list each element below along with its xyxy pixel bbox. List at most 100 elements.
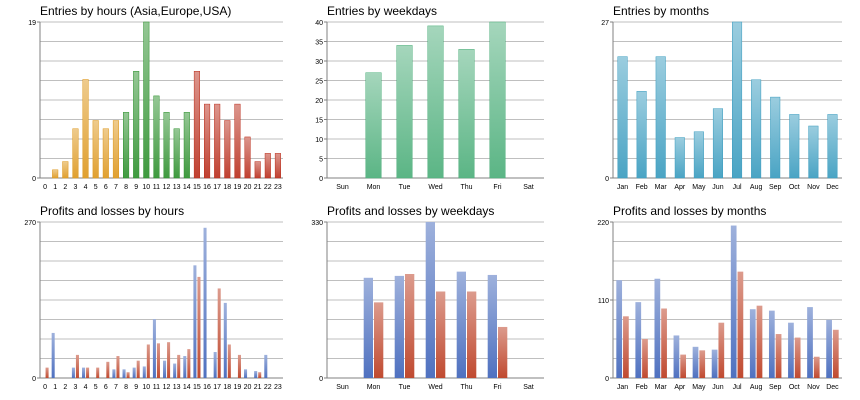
x-tick-label: Sun xyxy=(336,184,349,191)
loss-bar xyxy=(258,372,262,378)
x-tick-label: Mon xyxy=(367,184,381,191)
x-tick-label: Apr xyxy=(674,184,686,191)
x-tick-label: Wed xyxy=(428,184,442,191)
x-tick-label: Mar xyxy=(655,184,668,191)
x-tick-label: 7 xyxy=(114,384,118,391)
profit-bar xyxy=(71,367,75,378)
loss-bar xyxy=(813,356,820,378)
x-tick-label: 3 xyxy=(73,184,77,191)
loss-bar xyxy=(156,343,160,378)
entry-bar xyxy=(674,137,685,179)
x-tick-label: Sun xyxy=(336,384,349,391)
x-tick-label: 0 xyxy=(43,184,47,191)
loss-bar xyxy=(699,350,706,378)
chart-title: Entries by hours (Asia,Europe,USA) xyxy=(40,4,231,18)
bars xyxy=(363,222,508,378)
profit-bar xyxy=(142,366,146,378)
x-tick-label: Fri xyxy=(493,384,502,391)
x-tick-label: May xyxy=(692,184,706,191)
entry-bar xyxy=(732,21,743,179)
entry-bar xyxy=(617,56,628,179)
x-tick-label: 7 xyxy=(114,184,118,191)
x-tick-label: 12 xyxy=(163,384,171,391)
y-tick-label: 40 xyxy=(315,20,323,27)
entry-bar xyxy=(82,79,89,179)
profit-bar xyxy=(213,352,217,378)
chart-title: Profits and losses by months xyxy=(613,204,766,218)
loss-bar xyxy=(680,354,687,378)
x-tick-label: 16 xyxy=(203,384,211,391)
y-tick-label: 330 xyxy=(311,220,323,227)
entry-bar xyxy=(143,21,150,179)
x-tick-label: Jun xyxy=(712,184,723,191)
x-tick-label: Oct xyxy=(789,184,800,191)
x-tick-label: 14 xyxy=(183,184,191,191)
x-tick-label: 15 xyxy=(193,384,201,391)
entry-bar xyxy=(193,71,200,179)
x-tick-label: May xyxy=(692,384,706,391)
profit-bar xyxy=(768,310,775,378)
profit-bar xyxy=(173,363,177,378)
y-tick-label: 10 xyxy=(315,137,323,144)
entry-bar xyxy=(244,136,251,179)
x-tick-label: Tue xyxy=(399,184,411,191)
x-tick-label: Feb xyxy=(636,184,648,191)
entry-bar xyxy=(396,45,413,179)
grid xyxy=(40,221,283,379)
x-tick-label: Mar xyxy=(655,384,668,391)
entry-bar xyxy=(254,161,261,179)
loss-bar xyxy=(86,367,90,378)
x-tick-label: 6 xyxy=(104,384,108,391)
profit-bar xyxy=(749,309,756,378)
entry-bar xyxy=(102,128,109,179)
entry-bar xyxy=(751,79,762,179)
loss-bar xyxy=(45,367,49,378)
entry-bar xyxy=(636,91,647,179)
loss-bar xyxy=(642,339,648,378)
loss-bar xyxy=(498,326,508,378)
profit-bar xyxy=(51,332,55,378)
entry-bar xyxy=(153,95,160,179)
x-tick-label: 20 xyxy=(244,384,252,391)
y-tick-label: 0 xyxy=(319,176,323,183)
entry-bar xyxy=(274,153,281,179)
entry-bar xyxy=(133,71,140,179)
loss-bar xyxy=(217,288,221,378)
loss-bar xyxy=(167,342,171,378)
x-tick-label: 4 xyxy=(84,184,88,191)
profit-bar xyxy=(711,349,718,378)
entry-bar xyxy=(655,56,666,179)
profit-bar xyxy=(254,371,258,378)
profit-bar xyxy=(425,222,435,378)
profit-bar xyxy=(654,278,661,378)
y-tick-label: 25 xyxy=(315,79,323,86)
x-tick-label: 5 xyxy=(94,184,98,191)
x-tick-label: 12 xyxy=(163,184,171,191)
y-tick-label: 35 xyxy=(315,40,323,47)
grid xyxy=(613,221,842,379)
entry-bar xyxy=(173,128,180,179)
entry-bar xyxy=(234,103,241,179)
profit-bar xyxy=(82,367,86,378)
x-tick-label: Jul xyxy=(733,184,742,191)
loss-bar xyxy=(374,302,384,378)
chart-title: Profits and losses by hours xyxy=(40,204,184,218)
profit-bar xyxy=(193,265,197,378)
entry-bar xyxy=(123,112,130,179)
profit-bar xyxy=(183,356,187,378)
y-tick-label: 30 xyxy=(315,59,323,66)
bars xyxy=(52,21,281,179)
loss-bar xyxy=(75,354,79,378)
x-tick-label: 10 xyxy=(142,184,150,191)
entry-bar xyxy=(489,21,506,179)
x-tick-label: Sat xyxy=(523,384,534,391)
profits-losses-by-weekdays-chart: Profits and losses by weekdays 0 330 Sun Mon… xyxy=(311,204,544,391)
y-tick-label: 220 xyxy=(597,220,609,227)
bars xyxy=(45,227,268,378)
entry-bar xyxy=(693,131,704,179)
y-tick-label: 0 xyxy=(32,176,36,183)
loss-bar xyxy=(467,291,477,378)
